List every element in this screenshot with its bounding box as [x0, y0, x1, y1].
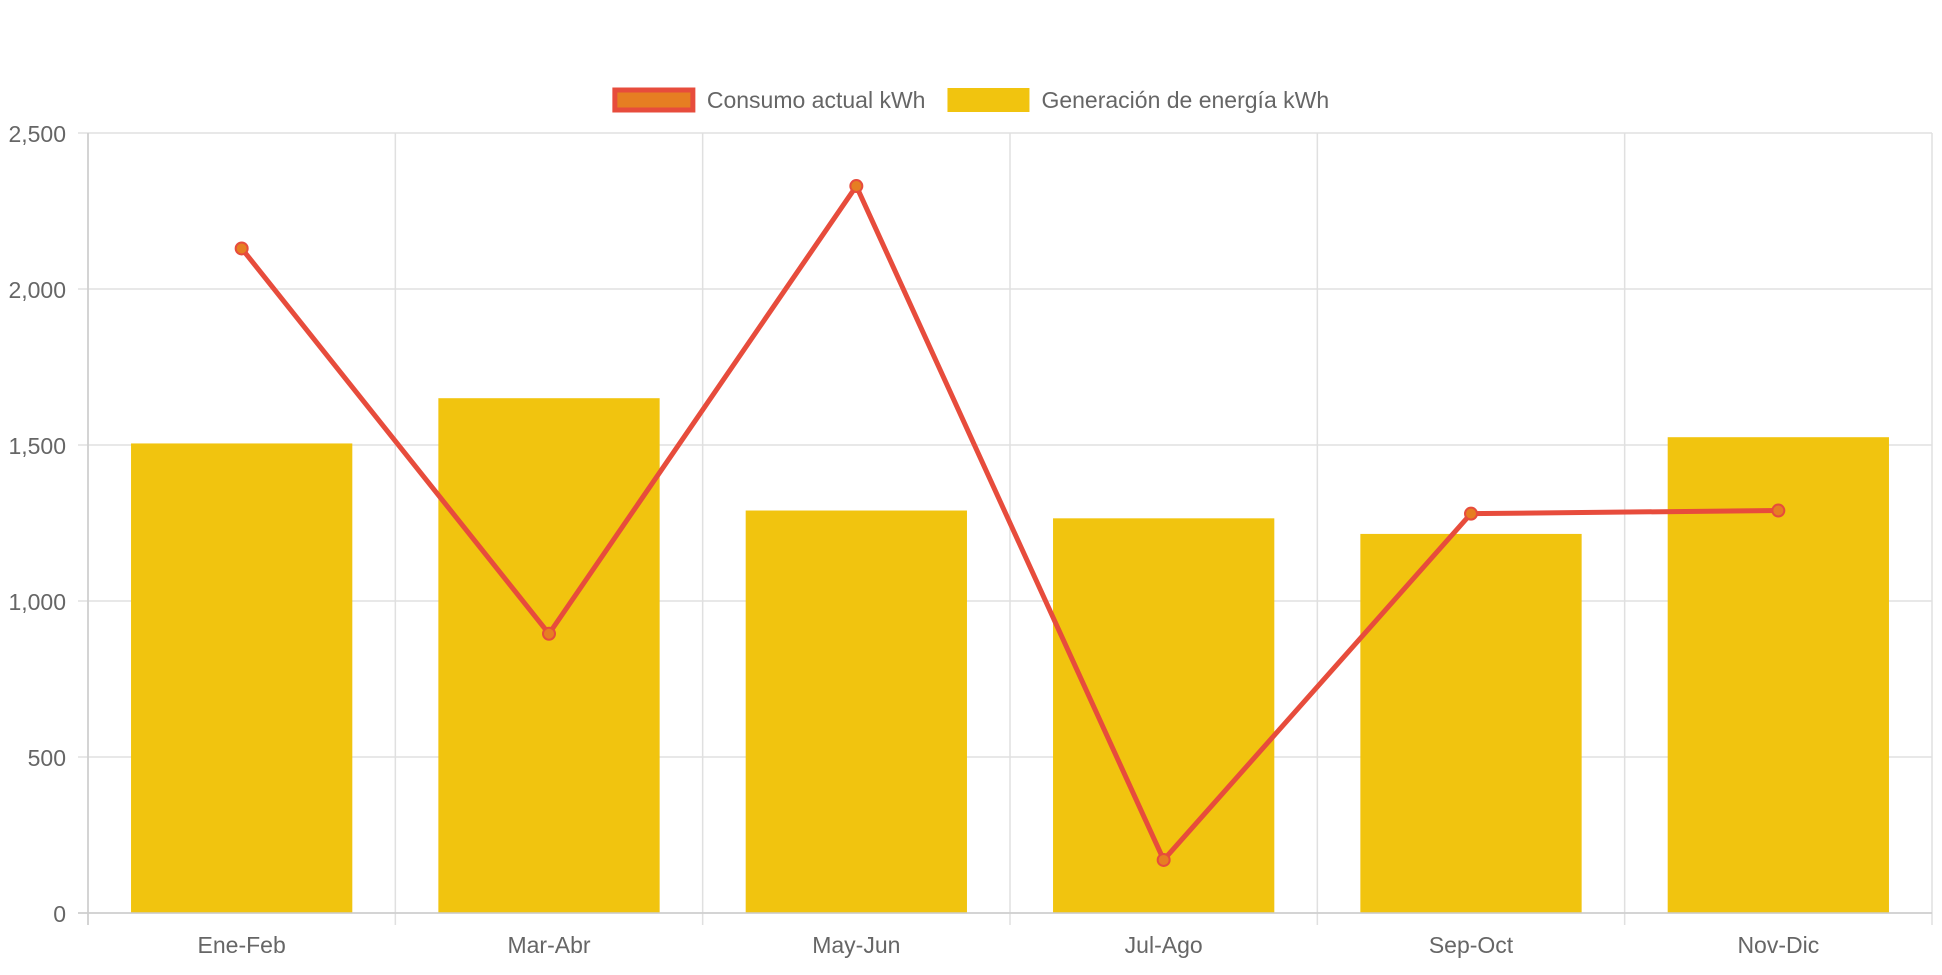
- bar-generacion-sep-oct[interactable]: [1360, 533, 1582, 913]
- x-tick-label: Sep-Oct: [1429, 932, 1514, 958]
- y-tick-label: 1,000: [8, 589, 66, 615]
- y-tick-label: 2,000: [8, 277, 66, 303]
- y-tick-label: 2,500: [8, 121, 66, 147]
- legend-item-consumo[interactable]: Consumo actual kWh: [612, 87, 926, 113]
- x-tick-label: Mar-Abr: [507, 932, 590, 958]
- bar-generacion-mar-abr[interactable]: [438, 398, 660, 913]
- legend: Consumo actual kWh Generación de energía …: [612, 87, 1329, 113]
- legend-label: Generación de energía kWh: [1041, 87, 1329, 113]
- line-consumo: [239, 180, 1779, 865]
- point-consumo-nov-dic[interactable]: [1771, 503, 1786, 518]
- legend-label: Consumo actual kWh: [707, 87, 926, 113]
- legend-swatch: [612, 87, 696, 113]
- x-tick-label: Jul-Ago: [1125, 932, 1203, 958]
- legend-item-generacion[interactable]: Generación de energía kWh: [947, 87, 1329, 113]
- y-tick-label: 1,500: [8, 433, 66, 459]
- bar-generacion-ene-feb[interactable]: [131, 443, 353, 913]
- axes: 0 500 1,000 1,500 2,000 2,500 Ene-Feb Mar-Abr Ma…: [8, 121, 1932, 958]
- x-tick-label: Nov-Dic: [1737, 932, 1819, 958]
- x-tick-label: May-Jun: [812, 932, 900, 958]
- bar-series: [131, 398, 1889, 913]
- y-tick-label: 500: [28, 745, 66, 771]
- bar-generacion-jul-ago[interactable]: [1053, 518, 1275, 913]
- bar-generacion-may-jun[interactable]: [745, 510, 967, 913]
- point-consumo-mar-abr[interactable]: [542, 626, 556, 641]
- point-consumo-ene-feb[interactable]: [234, 241, 249, 256]
- legend-swatch: [947, 88, 1030, 112]
- line-series: [234, 179, 1786, 867]
- grid-lines: [78, 132, 1933, 925]
- y-tick-label: 0: [53, 901, 66, 927]
- point-consumo-sep-oct[interactable]: [1464, 506, 1478, 521]
- point-consumo-jul-ago[interactable]: [1156, 852, 1171, 867]
- point-consumo-may-jun[interactable]: [849, 179, 864, 194]
- x-tick-label: Ene-Feb: [198, 932, 286, 958]
